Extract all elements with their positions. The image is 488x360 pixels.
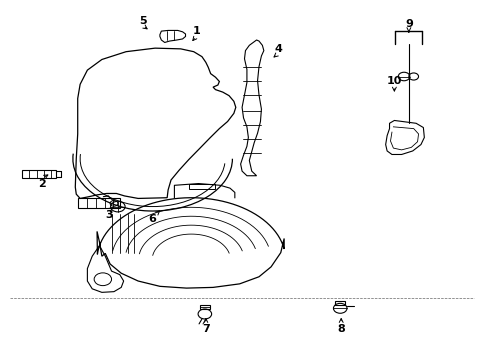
Text: 1: 1 [192,26,200,36]
Text: 9: 9 [404,19,412,29]
Text: 4: 4 [274,44,282,54]
Text: 3: 3 [105,211,113,220]
Text: 8: 8 [337,324,345,334]
Text: 10: 10 [386,76,401,86]
Text: 2: 2 [39,179,46,189]
Text: 7: 7 [202,324,209,334]
Text: 6: 6 [148,214,156,224]
Text: 5: 5 [139,15,146,26]
